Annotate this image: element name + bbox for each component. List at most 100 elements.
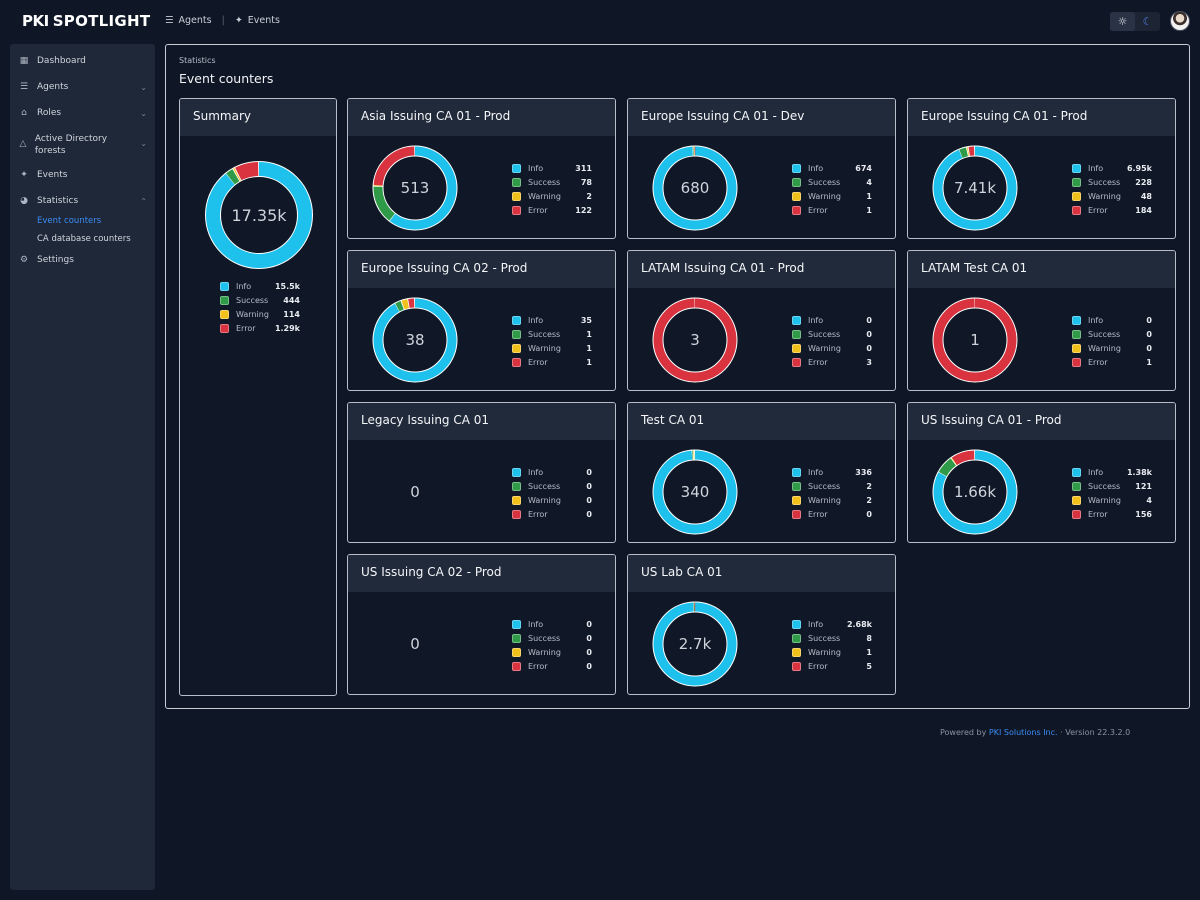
legend-label: Error	[528, 661, 548, 671]
donut-chart	[932, 297, 1018, 383]
legend-item-error: Error 156	[1072, 507, 1152, 521]
legend-value: 156	[1135, 509, 1152, 519]
footer-version: Version 22.3.2.0	[1065, 728, 1131, 737]
donut-slice-error[interactable]	[653, 602, 737, 686]
donut-slice-warning[interactable]	[653, 146, 737, 230]
legend-label: Info	[808, 467, 824, 477]
donut-slice-info[interactable]	[373, 298, 457, 382]
sidebar-subitem-event-counters[interactable]: Event counters	[37, 216, 102, 226]
chart-card-latam-test-ca-01: LATAM Test CA 01 1 Info 0 Success 0 Warning 0 Er…	[907, 250, 1176, 391]
sidebar-subitem-ca-database-counters[interactable]: CA database counters	[37, 234, 131, 244]
legend-label: Success	[808, 633, 841, 643]
donut-slice-error[interactable]	[933, 146, 1018, 231]
legend-label: Info	[1088, 163, 1104, 173]
legend-label: Warning	[528, 343, 561, 353]
chart-legend: Info 0 Success 0 Warning 0 Error 0	[512, 617, 592, 673]
topnav-events[interactable]: ✦ Events	[235, 15, 280, 26]
legend-value: 311	[575, 163, 592, 173]
legend-item-warning: Warning 4	[1072, 493, 1152, 507]
legend-swatch-warning	[512, 343, 521, 353]
chart-title: US Lab CA 01	[628, 555, 895, 592]
dark-mode-button[interactable]: ☾	[1135, 12, 1160, 31]
donut-slice-info[interactable]	[206, 162, 312, 268]
donut-slice-warning[interactable]	[369, 294, 461, 386]
donut-total: 513	[400, 179, 430, 197]
user-avatar[interactable]	[1170, 11, 1190, 31]
legend-item-error: Error 5	[792, 659, 872, 673]
sidebar-item-events[interactable]: ✦ Events	[10, 166, 155, 184]
donut-slice-success[interactable]	[369, 142, 461, 234]
sidebar-item-roles[interactable]: ⌂ Roles ⌄	[10, 104, 155, 122]
legend-value: 0	[586, 619, 592, 629]
chart-legend: Info 674 Success 4 Warning 1 Error 1	[792, 161, 872, 217]
sidebar-item-active-directory-forests[interactable]: △ Active Directory forests ⌄	[10, 130, 147, 160]
legend-item-info: Info 336	[792, 465, 872, 479]
legend-label: Warning	[808, 495, 841, 505]
donut-slice-error[interactable]	[373, 146, 457, 230]
donut-slice-error[interactable]	[933, 298, 1017, 382]
legend-label: Info	[808, 315, 824, 325]
sidebar-item-statistics[interactable]: ◕ Statistics ⌃	[10, 192, 155, 210]
legend-swatch-info	[792, 619, 801, 629]
legend-value: 122	[575, 205, 592, 215]
donut-slice-error[interactable]	[372, 297, 457, 382]
donut-slice-success[interactable]	[653, 602, 737, 686]
donut-slice-info[interactable]	[653, 450, 737, 534]
legend-swatch-error	[792, 357, 801, 367]
donut-total: 38	[405, 331, 425, 349]
donut-slice-warning[interactable]	[653, 450, 737, 534]
legend-swatch-info	[792, 315, 801, 325]
legend-label: Success	[236, 295, 269, 305]
legend-value: 1	[866, 191, 872, 201]
legend-item-error: Error 1	[1072, 355, 1152, 369]
legend-item-error: Error 0	[512, 659, 592, 673]
donut-slice-success[interactable]	[199, 155, 319, 275]
chart-title: Legacy Issuing CA 01	[348, 403, 615, 440]
topnav-agents[interactable]: ☰ Agents	[165, 15, 212, 26]
donut-slice-success[interactable]	[369, 294, 461, 386]
legend-swatch-success	[512, 633, 521, 643]
legend-swatch-success	[792, 329, 801, 339]
legend-item-warning: Warning 0	[792, 341, 872, 355]
legend-swatch-warning	[792, 191, 801, 201]
legend-swatch-error	[512, 661, 521, 671]
donut-slice-info[interactable]	[373, 146, 457, 230]
legend-item-info: Info 2.68k	[792, 617, 872, 631]
app-logo[interactable]: PKI SPOTLIGHT	[22, 12, 150, 30]
sidebar-item-dashboard[interactable]: ▦ Dashboard	[10, 52, 155, 70]
legend-swatch-error	[512, 509, 521, 519]
legend-label: Warning	[1088, 191, 1121, 201]
chevron-up-icon: ⌃	[140, 197, 147, 206]
donut-slice-error[interactable]	[653, 298, 737, 382]
topnav-agents-label: Agents	[178, 15, 212, 26]
legend-item-success: Success 0	[1072, 327, 1152, 341]
sidebar-item-settings[interactable]: ⚙ Settings	[10, 251, 155, 269]
legend-value: 184	[1135, 205, 1152, 215]
footer-company-link[interactable]: PKI Solutions Inc.	[988, 728, 1058, 737]
donut-slice-error[interactable]	[199, 155, 319, 275]
legend-item-error: Error 3	[792, 355, 872, 369]
donut-slice-info[interactable]	[933, 146, 1017, 230]
chart-legend: Info 35 Success 1 Warning 1 Error 1	[512, 313, 592, 369]
legend-value: 0	[1146, 315, 1152, 325]
legend-value: 15.5k	[274, 281, 300, 291]
legend-item-error: Error 1.29k	[220, 321, 300, 335]
donut-slice-info[interactable]	[933, 450, 1017, 534]
donut-chart	[932, 145, 1018, 231]
light-mode-button[interactable]: ☼	[1110, 12, 1135, 31]
donut-total: 0	[410, 483, 420, 501]
legend-value: 2.68k	[846, 619, 872, 629]
legend-swatch-error	[792, 509, 801, 519]
donut-total: 680	[680, 179, 710, 197]
sidebar-item-agents[interactable]: ☰ Agents ⌄	[10, 78, 155, 96]
legend-value: 0	[586, 495, 592, 505]
donut-slice-success[interactable]	[653, 146, 737, 230]
donut-slice-error[interactable]	[929, 446, 1021, 538]
legend-swatch-warning	[1072, 495, 1081, 505]
legend-value: 444	[283, 295, 300, 305]
legend-value: 8	[866, 633, 872, 643]
chart-title: Europe Issuing CA 01 - Prod	[908, 99, 1175, 136]
donut-slice-error[interactable]	[653, 146, 737, 230]
legend-swatch-success	[512, 329, 521, 339]
legend-label: Error	[528, 509, 548, 519]
